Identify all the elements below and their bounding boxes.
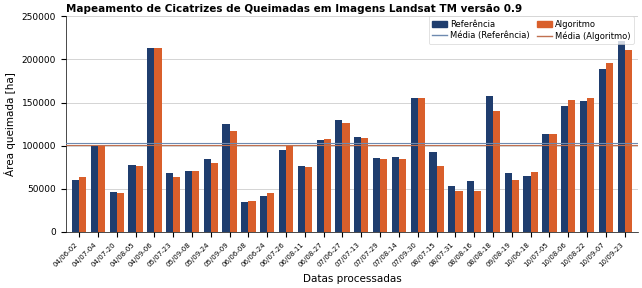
Bar xyxy=(192,171,199,232)
Bar xyxy=(298,166,305,232)
Bar xyxy=(305,167,312,232)
Bar xyxy=(429,152,437,232)
Bar xyxy=(128,164,135,232)
Bar xyxy=(486,96,493,232)
Bar xyxy=(260,196,267,232)
Bar xyxy=(474,191,482,232)
Bar xyxy=(373,158,380,232)
Bar xyxy=(530,172,538,232)
Bar xyxy=(211,163,218,232)
Bar xyxy=(523,176,530,232)
Bar xyxy=(599,69,606,232)
Bar xyxy=(154,48,162,232)
Bar xyxy=(606,63,613,232)
Bar xyxy=(135,166,143,232)
Text: Mapeamento de Cicatrizes de Queimadas em Imagens Landsat TM versão 0.9: Mapeamento de Cicatrizes de Queimadas em… xyxy=(66,4,522,14)
Bar xyxy=(455,191,462,232)
Bar xyxy=(117,193,124,232)
Bar xyxy=(173,177,180,232)
Bar xyxy=(561,106,568,232)
Bar xyxy=(204,158,211,232)
Bar xyxy=(380,158,387,232)
Bar xyxy=(361,138,369,232)
Bar xyxy=(317,141,324,232)
Bar xyxy=(411,98,418,232)
Bar xyxy=(279,150,286,232)
Bar xyxy=(542,134,550,232)
Bar xyxy=(568,100,575,232)
Bar xyxy=(399,158,406,232)
Bar xyxy=(72,180,79,232)
Bar xyxy=(267,193,274,232)
Bar xyxy=(392,157,399,232)
Bar xyxy=(166,173,173,232)
Bar xyxy=(79,177,86,232)
Legend: Referência, Média (Referência), Algoritmo, Média (Algoritmo): Referência, Média (Referência), Algoritm… xyxy=(429,16,634,44)
Bar xyxy=(324,139,331,232)
Bar xyxy=(418,98,425,232)
Bar xyxy=(625,50,632,232)
Bar xyxy=(467,181,474,232)
Bar xyxy=(91,147,98,232)
Bar xyxy=(550,134,557,232)
Bar xyxy=(230,131,237,232)
Bar xyxy=(505,173,512,232)
Bar xyxy=(98,145,105,232)
Y-axis label: Área queimada [ha]: Área queimada [ha] xyxy=(4,72,16,176)
Bar xyxy=(354,137,361,232)
Bar xyxy=(185,170,192,232)
Bar xyxy=(110,192,117,232)
Bar xyxy=(147,48,154,232)
Bar xyxy=(335,120,342,232)
Bar xyxy=(580,101,587,232)
Bar xyxy=(618,41,625,232)
Bar xyxy=(241,202,248,232)
Bar xyxy=(342,123,350,232)
Bar xyxy=(493,111,500,232)
Bar xyxy=(512,180,519,232)
X-axis label: Datas processadas: Datas processadas xyxy=(302,274,401,284)
Bar xyxy=(286,147,293,232)
Bar xyxy=(448,186,455,232)
Bar xyxy=(223,124,230,232)
Bar xyxy=(437,166,444,232)
Bar xyxy=(248,201,256,232)
Bar xyxy=(587,98,594,232)
